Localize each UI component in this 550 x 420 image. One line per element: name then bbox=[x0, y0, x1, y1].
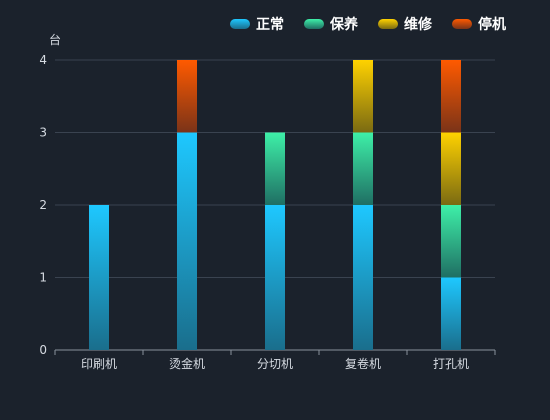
legend-item[interactable]: 停机 bbox=[452, 14, 506, 34]
y-tick-label: 3 bbox=[39, 126, 47, 140]
bar-segment bbox=[177, 132, 197, 350]
legend-swatch bbox=[452, 19, 472, 29]
x-tick-label: 印刷机 bbox=[81, 357, 117, 371]
x-tick-label: 分切机 bbox=[257, 357, 293, 371]
legend-item[interactable]: 保养 bbox=[304, 14, 358, 34]
legend-label: 保养 bbox=[330, 17, 358, 33]
legend-label: 停机 bbox=[478, 17, 506, 33]
y-tick-label: 1 bbox=[39, 271, 47, 285]
x-tick-label: 打孔机 bbox=[433, 357, 469, 371]
legend-item[interactable]: 正常 bbox=[230, 14, 284, 34]
bar-segment bbox=[353, 132, 373, 205]
bar-segment bbox=[89, 205, 109, 350]
bar-segment bbox=[177, 60, 197, 133]
y-axis-unit-label: 台 bbox=[49, 33, 62, 47]
bar-segment bbox=[441, 132, 461, 205]
legend-swatch bbox=[378, 19, 398, 29]
legend-label: 正常 bbox=[256, 17, 284, 33]
bar-segment bbox=[441, 277, 461, 350]
bar-segment bbox=[441, 205, 461, 278]
x-tick-label: 烫金机 bbox=[169, 356, 205, 371]
y-tick-label: 0 bbox=[39, 343, 47, 357]
legend-swatch bbox=[304, 19, 324, 29]
bar-segment bbox=[353, 205, 373, 350]
bar-segment bbox=[265, 205, 285, 350]
legend-label: 维修 bbox=[404, 17, 432, 33]
bar-segment bbox=[441, 60, 461, 133]
bar-segment bbox=[265, 132, 285, 205]
legend-item[interactable]: 维修 bbox=[378, 14, 432, 34]
legend-swatch bbox=[230, 19, 250, 29]
chart-legend: 正常 保养 维修 停机 bbox=[230, 14, 506, 34]
x-tick-label: 复卷机 bbox=[345, 356, 381, 371]
y-tick-label: 4 bbox=[39, 53, 47, 67]
y-tick-label: 2 bbox=[39, 198, 47, 212]
bar-segment bbox=[353, 60, 373, 133]
